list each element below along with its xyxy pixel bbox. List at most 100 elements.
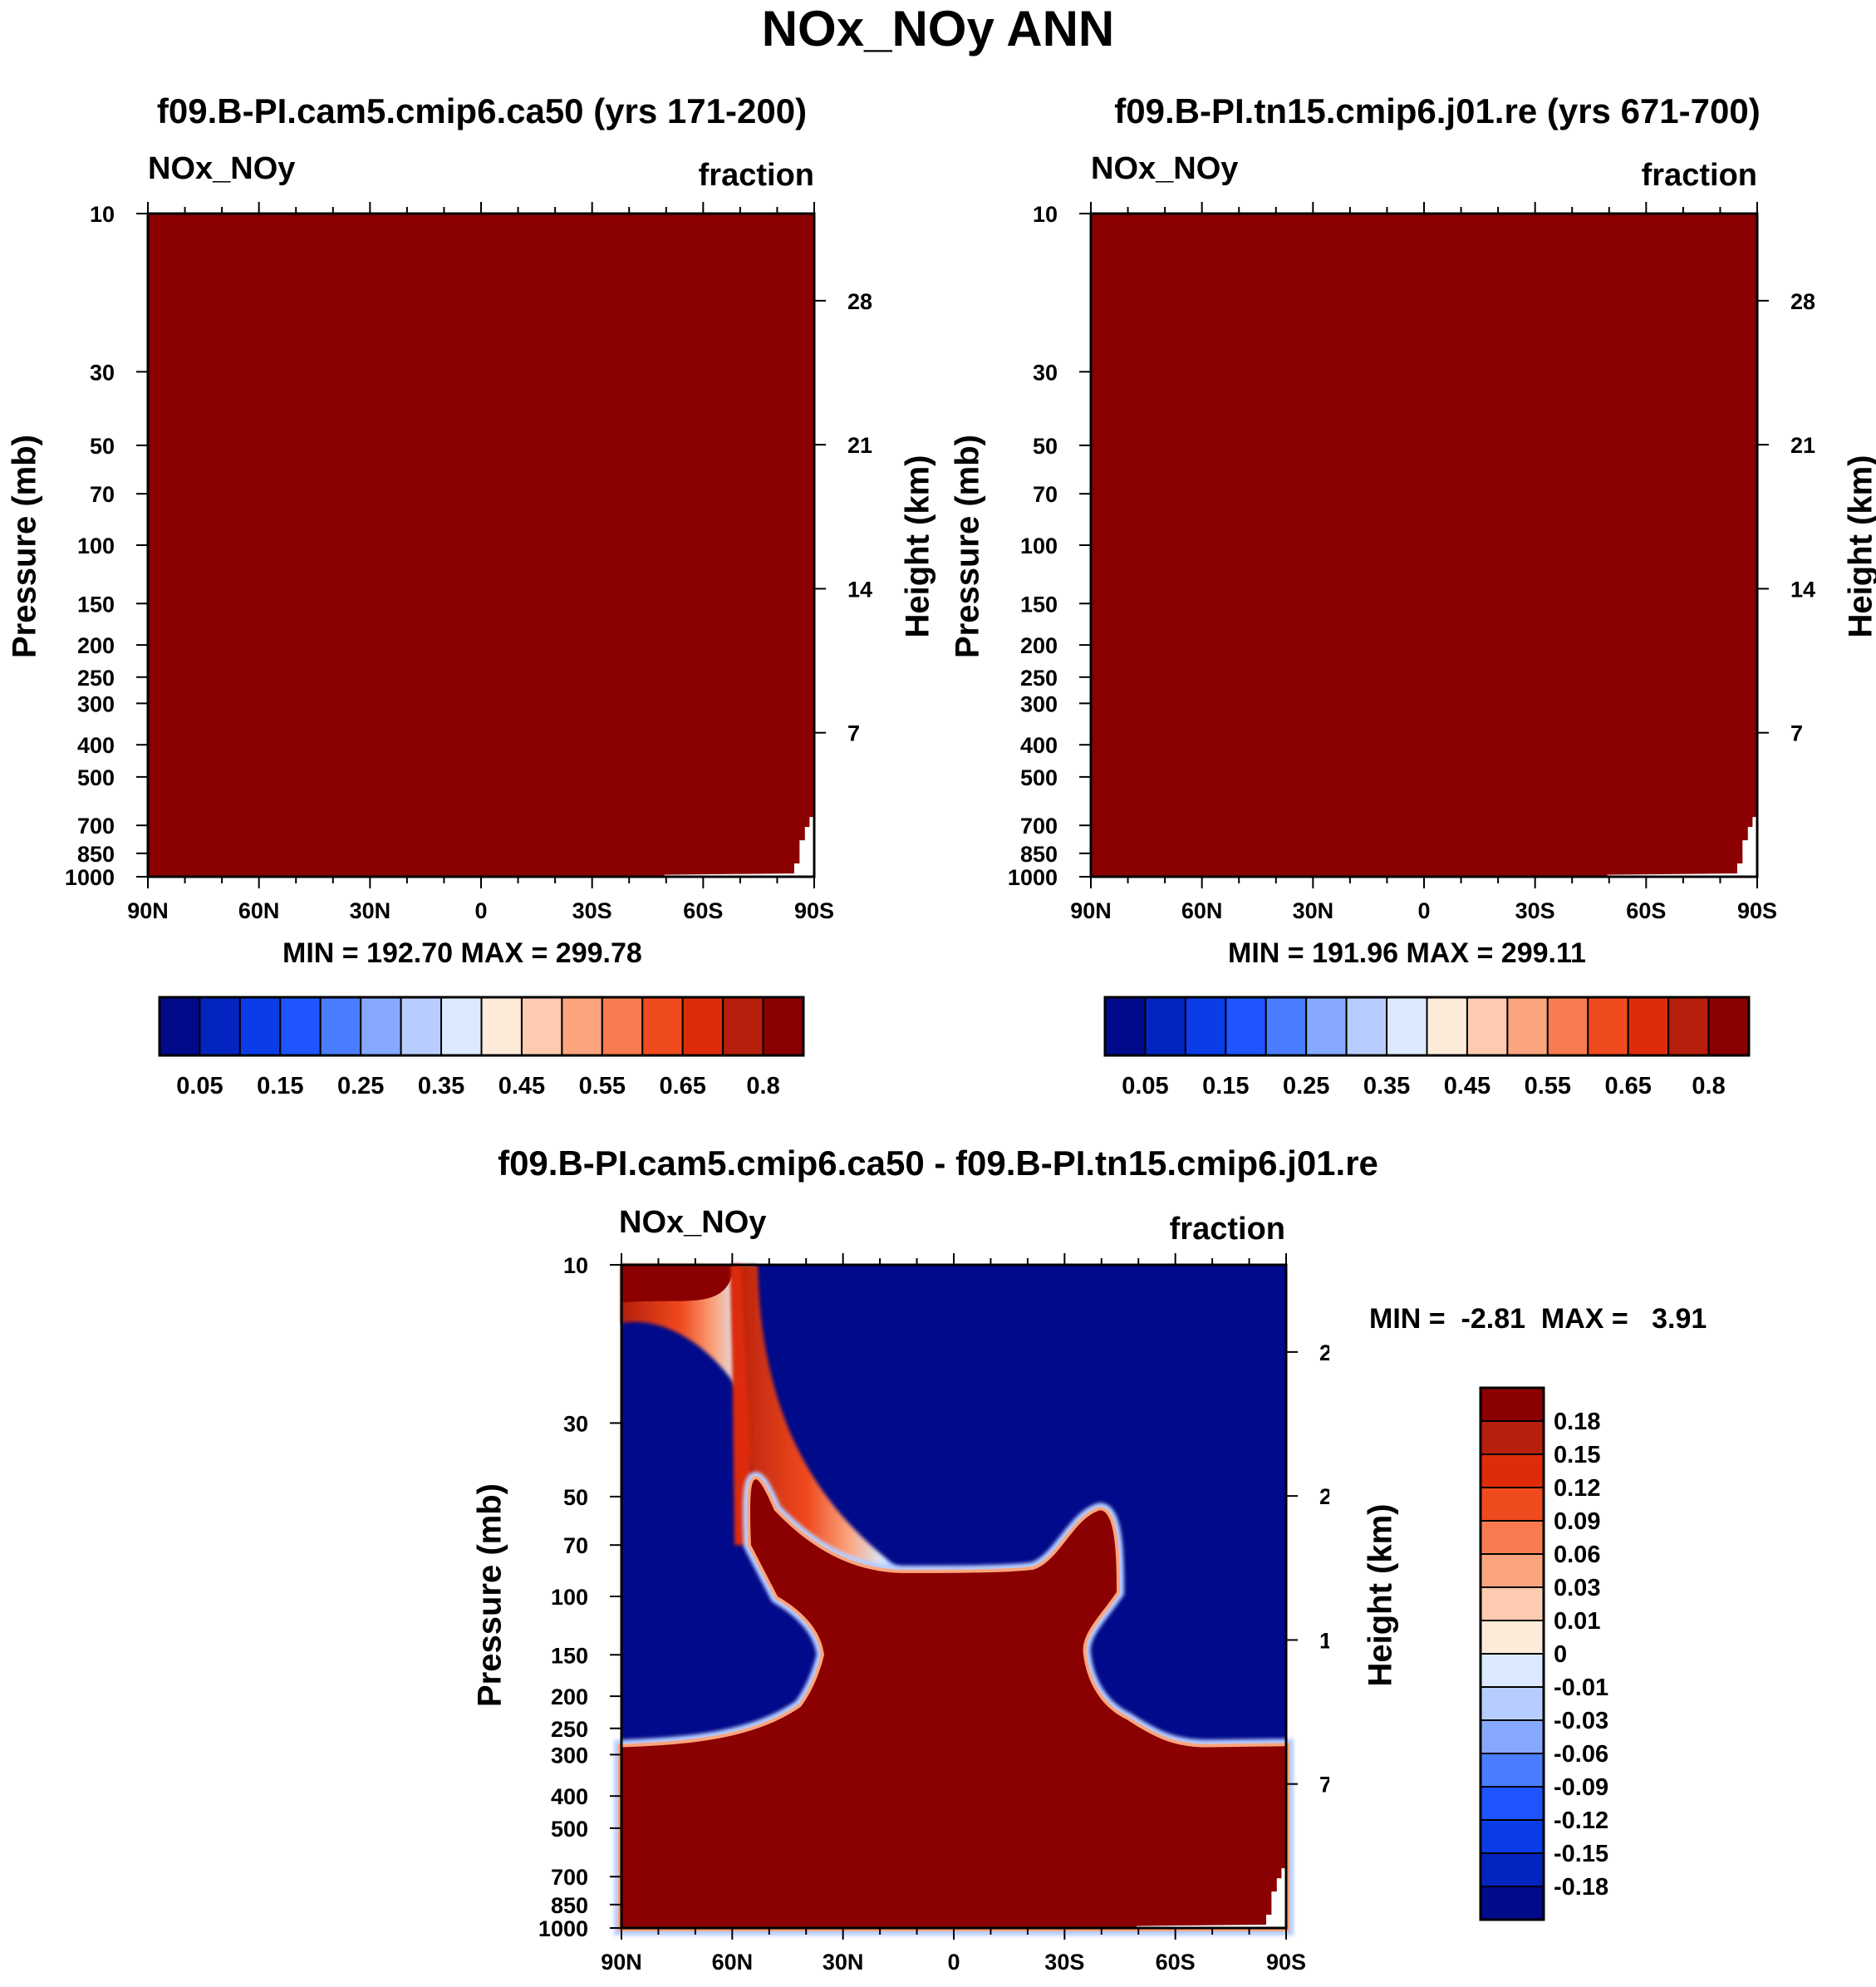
panel2-ytick-label: 250 bbox=[1020, 666, 1058, 691]
panel1-colorbar-label: 0.25 bbox=[337, 1073, 384, 1099]
panel1-colorbar-box bbox=[360, 996, 402, 1056]
panel1-colorbar-label: 0.8 bbox=[746, 1073, 779, 1099]
panel1-ytick-label: 30 bbox=[90, 360, 115, 385]
panel1-ytick-label: 700 bbox=[77, 814, 115, 839]
panel2-ytick-right-label: 21 bbox=[1790, 433, 1815, 458]
panel1-ytick-label: 250 bbox=[77, 666, 115, 691]
panel2-ytick-label: 150 bbox=[1020, 592, 1058, 617]
panel3-ytick-label: 1000 bbox=[538, 1916, 588, 1941]
panel1-colorbar-box bbox=[400, 996, 443, 1056]
panel2-ytick-label: 50 bbox=[1033, 434, 1058, 459]
panel2-colorbar-box bbox=[1627, 996, 1670, 1056]
panel3-ytick-right-label: 7 bbox=[1319, 1773, 1329, 1798]
panel3-plot: 90N 60N 30N 0 30S 60S 90S 10 30 50 70 100 150 200 2503… bbox=[538, 1253, 1329, 1975]
panel3-colorbar-label: 0.06 bbox=[1554, 1542, 1600, 1568]
panel1-colorbar-box bbox=[440, 996, 483, 1056]
panel3-colorbar-label: -0.15 bbox=[1554, 1841, 1608, 1867]
panel2-ytick-right-label: 28 bbox=[1790, 289, 1815, 314]
panel3-tongue-core bbox=[731, 1265, 754, 1546]
panel1-colorbar: 0.05 0.15 0.25 0.35 0.45 0.55 0.65 0.8 bbox=[158, 996, 805, 1099]
panel3-colorbar-box bbox=[1480, 1586, 1545, 1621]
panel1-ytick-right-label: 28 bbox=[847, 289, 872, 314]
panel1-xtick-label: 90S bbox=[794, 898, 834, 923]
panel3-colorbar-box bbox=[1480, 1719, 1545, 1754]
panel1-colorbar-box bbox=[722, 996, 764, 1056]
panel2-xtick-label: 0 bbox=[1417, 898, 1430, 923]
panel3-ytick-label: 400 bbox=[551, 1784, 588, 1809]
panel1-ytick-label: 10 bbox=[90, 202, 115, 227]
panel1-colorbar-box bbox=[681, 996, 724, 1056]
panel1-colorbar-box bbox=[762, 996, 804, 1056]
panel2-ytick-label: 200 bbox=[1020, 633, 1058, 658]
panel3-colorbar-label: 0.03 bbox=[1554, 1575, 1600, 1601]
panel2-colorbar-label: 0.25 bbox=[1283, 1073, 1329, 1099]
panel3-colorbar-label: 0 bbox=[1554, 1641, 1567, 1668]
panel3-ytick-label: 30 bbox=[563, 1411, 588, 1436]
panel3-nh-upper-core bbox=[621, 1265, 734, 1303]
panel1-colorbar-box bbox=[159, 996, 201, 1056]
panel1-ytick-label: 400 bbox=[77, 733, 115, 758]
panel3-colorbar-label: -0.03 bbox=[1554, 1708, 1608, 1734]
panel3-colorbar-box bbox=[1480, 1686, 1545, 1721]
panel3-colorbar-box bbox=[1480, 1753, 1545, 1788]
panel1-ytick-label: 150 bbox=[77, 592, 115, 617]
panel2-colorbar-box bbox=[1345, 996, 1388, 1056]
panel1-surface-mask bbox=[664, 817, 814, 877]
panel2-colorbar-frame bbox=[1103, 996, 1751, 1057]
panel3-ytick-label: 150 bbox=[551, 1643, 588, 1668]
panel2-xtick-label: 60S bbox=[1626, 898, 1666, 923]
panel1-colorbar-label: 0.55 bbox=[579, 1073, 626, 1099]
panel1-units-label: fraction bbox=[698, 158, 814, 193]
panel2-ytick-label: 10 bbox=[1033, 202, 1058, 227]
panel3-ytick-label: 500 bbox=[551, 1817, 588, 1842]
panel3-xtick-label: 30S bbox=[1044, 1950, 1084, 1975]
panel1-plot: 90N 60N 30N 0 30S 60S 90S 10 30 50 70 100 150 200 2503… bbox=[65, 202, 872, 923]
panel3-xtick-label: 60N bbox=[712, 1950, 754, 1975]
panel3-colorbar-label: 0.09 bbox=[1554, 1508, 1600, 1535]
panel3-colorbar-label: 0.18 bbox=[1554, 1409, 1600, 1435]
panel2-colorbar-box bbox=[1184, 996, 1227, 1056]
panel2-ytick-label: 500 bbox=[1020, 765, 1058, 790]
panel3-colorbar-box bbox=[1480, 1886, 1545, 1921]
panel1-ytick-label: 200 bbox=[77, 633, 115, 658]
panel1-field bbox=[148, 214, 814, 877]
panel1-colorbar-box bbox=[480, 996, 523, 1056]
panel3-colorbar-frame bbox=[1479, 1386, 1545, 1921]
panel1-ytick-label: 100 bbox=[77, 534, 115, 558]
panel3-surface-mask bbox=[1137, 1868, 1286, 1928]
panel3-colorbar-label: 0.15 bbox=[1554, 1442, 1600, 1468]
panel1-ytick-right-label: 7 bbox=[847, 721, 860, 746]
panel3-units-label: fraction bbox=[1169, 1212, 1285, 1247]
panel2-colorbar-label: 0.65 bbox=[1604, 1073, 1651, 1099]
panel1-colorbar-label: 0.45 bbox=[498, 1073, 545, 1099]
panel2-xtick-label: 60N bbox=[1181, 898, 1223, 923]
panel3-xtick-label: 30N bbox=[823, 1950, 864, 1975]
panel3-ytick-right-label: 14 bbox=[1319, 1628, 1329, 1653]
panel3-xtick-label: 0 bbox=[947, 1950, 960, 1975]
panel2-colorbar-box bbox=[1466, 996, 1509, 1056]
panel1-colorbar-box bbox=[199, 996, 241, 1056]
panel2-colorbar-label: 0.35 bbox=[1363, 1073, 1410, 1099]
panel1-ytick-label: 70 bbox=[90, 482, 115, 507]
panel1-xtick-label: 0 bbox=[474, 898, 487, 923]
panel2-units-label: fraction bbox=[1641, 158, 1757, 193]
panel2-colorbar-box bbox=[1587, 996, 1629, 1056]
panel1-ytick-right-label: 21 bbox=[847, 433, 872, 458]
panel1-colorbar-box bbox=[561, 996, 603, 1056]
panel3-ytick-label: 200 bbox=[551, 1685, 588, 1709]
panel2-ytick-label: 1000 bbox=[1008, 865, 1058, 890]
panel3-colorbar-box bbox=[1480, 1453, 1545, 1488]
panel1-ytick-label: 850 bbox=[77, 842, 115, 867]
panel1-title: f09.B-PI.cam5.cmip6.ca50 (yrs 171-200) bbox=[156, 91, 808, 130]
panel1-ytick-label: 300 bbox=[77, 691, 115, 716]
panel1-xtick-label: 90N bbox=[127, 898, 169, 923]
panel3-colorbar-label: -0.09 bbox=[1554, 1774, 1608, 1801]
panel3-colorbar-box bbox=[1480, 1620, 1545, 1655]
panel1-colorbar-box bbox=[641, 996, 684, 1056]
panel3-xtick-label: 60S bbox=[1156, 1950, 1196, 1975]
panel3-colorbar-label: -0.18 bbox=[1554, 1874, 1608, 1901]
figure-title: NOx_NOy ANN bbox=[761, 1, 1115, 57]
panel3-variable-label: NOx_NOy bbox=[619, 1205, 767, 1240]
panel3-ytick-label: 100 bbox=[551, 1585, 588, 1610]
panel2-colorbar: 0.05 0.15 0.25 0.35 0.45 0.55 0.65 0.8 bbox=[1103, 996, 1751, 1099]
